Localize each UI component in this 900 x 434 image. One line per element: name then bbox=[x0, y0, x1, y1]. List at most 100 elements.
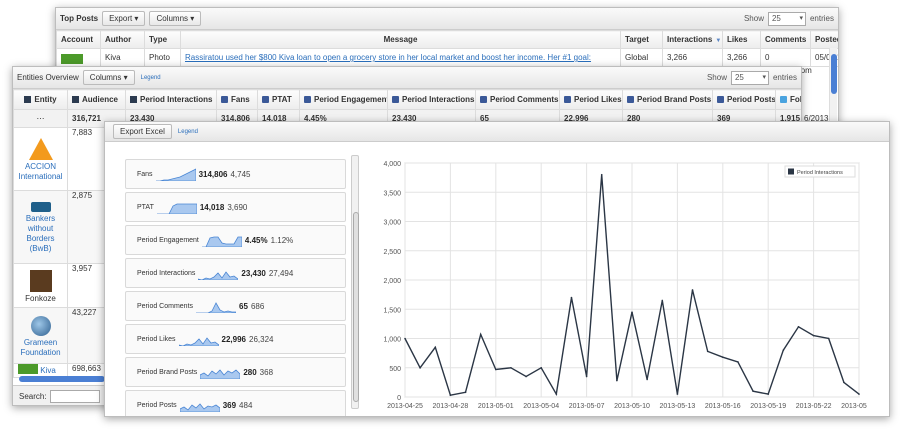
col-ptat[interactable]: PTAT bbox=[257, 89, 300, 110]
metric-value: 280 bbox=[243, 367, 257, 377]
metric-card[interactable]: PTAT 14,018 3,690 bbox=[125, 192, 346, 222]
entity-name[interactable]: Kiva bbox=[40, 366, 56, 375]
metric-previous-value: 3,690 bbox=[227, 202, 248, 212]
metric-previous-value: 1.12% bbox=[270, 235, 294, 245]
metric-previous-value: 484 bbox=[239, 400, 253, 410]
totals-entity: ⋯ bbox=[13, 109, 68, 128]
col-author[interactable]: Author bbox=[100, 30, 145, 49]
y-tick-label: 500 bbox=[389, 366, 401, 373]
export-dropdown-button[interactable]: Export ▾ bbox=[102, 11, 146, 26]
col-period-engagement[interactable]: Period Engagement bbox=[299, 89, 388, 110]
sparkline bbox=[201, 236, 242, 247]
kiva-logo-icon bbox=[18, 364, 38, 374]
entity-cell[interactable]: Grameen Foundation bbox=[13, 307, 68, 364]
entities-toolbar: Entities Overview Columns ▾ Legend Show … bbox=[13, 67, 801, 89]
x-tick-label: 2013-05-19 bbox=[750, 403, 786, 410]
detail-legend-link[interactable]: Legend bbox=[177, 128, 198, 135]
columns-dropdown-button[interactable]: Columns ▾ bbox=[149, 11, 202, 26]
metric-previous-value: 368 bbox=[259, 367, 274, 377]
col-posted[interactable]: Posted bbox=[810, 30, 838, 49]
kiva-logo-icon bbox=[61, 53, 83, 64]
col-period-interactions-fb-label: Period Interactions bbox=[402, 95, 475, 104]
entity-cell[interactable]: Fonkoze bbox=[13, 263, 68, 308]
x-tick-label: 2013-05-13 bbox=[659, 403, 695, 410]
export-excel-button[interactable]: Export Excel bbox=[113, 124, 172, 139]
x-tick-label: 2013-05-16 bbox=[705, 403, 741, 410]
entities-hscrollbar[interactable] bbox=[19, 376, 105, 382]
metric-label: Period Comments bbox=[137, 302, 194, 310]
col-audience[interactable]: Audience bbox=[67, 89, 126, 110]
y-tick-label: 2,000 bbox=[383, 278, 401, 285]
col-entity[interactable]: Entity bbox=[13, 89, 68, 110]
metric-label: Period Engagement bbox=[137, 236, 199, 244]
metric-card[interactable]: Period Likes 22,996 26,324 bbox=[125, 324, 346, 354]
metrics-scroll-thumb[interactable] bbox=[353, 212, 359, 402]
entity-cell[interactable]: ACCION International bbox=[13, 127, 68, 191]
entities-legend-link[interactable]: Legend bbox=[140, 74, 161, 81]
post-message-link[interactable]: Rassiratou used her $800 Kiva loan to op… bbox=[180, 48, 621, 67]
metric-card[interactable]: Period Interactions 23,430 27,494 bbox=[125, 258, 346, 288]
entities-entries-select[interactable]: 25 bbox=[730, 70, 769, 85]
post-message-text[interactable]: Rassiratou used her $800 Kiva loan to op… bbox=[185, 53, 592, 62]
x-tick-label: 2013-05-10 bbox=[614, 403, 650, 410]
col-period-posts[interactable]: Period Posts bbox=[712, 89, 776, 110]
metric-card[interactable]: Fans 314,806 4,745 bbox=[125, 159, 346, 189]
data-point bbox=[737, 361, 739, 363]
x-tick-label: 2013-04-28 bbox=[432, 403, 468, 410]
col-period-likes[interactable]: Period Likes bbox=[559, 89, 623, 110]
search-input[interactable] bbox=[49, 390, 100, 403]
col-period-posts-label: Period Posts bbox=[727, 95, 776, 104]
col-period-interactions-total[interactable]: Period Interactions bbox=[125, 89, 217, 110]
metric-value: 65 bbox=[239, 301, 248, 311]
top-posts-scroll-thumb[interactable] bbox=[831, 54, 837, 94]
col-period-comments-label: Period Comments bbox=[490, 95, 559, 104]
metric-card[interactable]: Period Engagement 4.45% 1.12% bbox=[125, 225, 346, 255]
square-icon bbox=[24, 96, 32, 103]
search-area: Search: bbox=[13, 385, 113, 405]
sparkline bbox=[156, 203, 197, 214]
metric-label: Fans bbox=[137, 170, 153, 178]
col-interactions[interactable]: Interactions ▼ bbox=[662, 30, 723, 49]
entity-name[interactable]: Grameen Foundation bbox=[20, 337, 61, 357]
col-likes[interactable]: Likes bbox=[722, 30, 761, 49]
data-point bbox=[525, 375, 527, 378]
col-fans-label: Fans bbox=[231, 95, 250, 104]
metric-card[interactable]: Period Brand Posts 280 368 bbox=[125, 357, 346, 387]
metric-value: 14,018 bbox=[199, 202, 225, 212]
data-point bbox=[540, 366, 542, 369]
accion-logo-icon bbox=[28, 138, 53, 160]
data-point bbox=[585, 375, 588, 378]
data-point bbox=[616, 379, 618, 382]
entity-name[interactable]: Bankers without Borders (BwB) bbox=[25, 214, 56, 253]
col-period-brand-posts[interactable]: Period Brand Posts bbox=[622, 89, 713, 110]
entities-columns-button[interactable]: Columns ▾ bbox=[82, 70, 135, 85]
data-point bbox=[858, 393, 860, 395]
entity-cell[interactable]: Bankers without Borders (BwB) bbox=[13, 190, 68, 264]
col-comments[interactable]: Comments bbox=[760, 30, 811, 49]
col-period-interactions-fb[interactable]: Period Interactions bbox=[387, 89, 476, 110]
col-period-engagement-label: Period Engagement bbox=[314, 95, 388, 104]
y-tick-label: 2,500 bbox=[383, 249, 401, 256]
data-point bbox=[646, 378, 648, 381]
data-point bbox=[495, 368, 497, 371]
posted-time: 0 pm bbox=[794, 66, 812, 75]
table-row[interactable]: Kiva Photo Rassiratou used her $800 Kiva… bbox=[56, 48, 838, 67]
col-type[interactable]: Type bbox=[144, 30, 181, 49]
col-fans[interactable]: Fans bbox=[216, 89, 258, 110]
col-period-comments[interactable]: Period Comments bbox=[475, 89, 560, 110]
legend-swatch bbox=[788, 168, 794, 175]
metric-card[interactable]: Period Comments 65 686 bbox=[125, 291, 346, 321]
metric-card[interactable]: Period Posts 369 484 bbox=[125, 390, 346, 416]
col-followers[interactable]: Follow bbox=[775, 89, 801, 110]
data-point bbox=[827, 337, 830, 340]
col-target[interactable]: Target bbox=[620, 30, 663, 49]
metric-value: 23,430 bbox=[241, 268, 266, 278]
col-account[interactable]: Account bbox=[56, 30, 101, 49]
entries-select[interactable]: 25 bbox=[767, 11, 806, 26]
top-posts-header-row: Account Author Type Message Target Inter… bbox=[56, 30, 838, 49]
entity-name[interactable]: Fonkoze bbox=[25, 293, 56, 303]
top-posts-scrollbar[interactable] bbox=[829, 48, 837, 136]
col-message[interactable]: Message bbox=[180, 30, 621, 49]
entity-name[interactable]: ACCION International bbox=[18, 162, 63, 181]
metrics-scrollbar[interactable] bbox=[351, 155, 359, 409]
